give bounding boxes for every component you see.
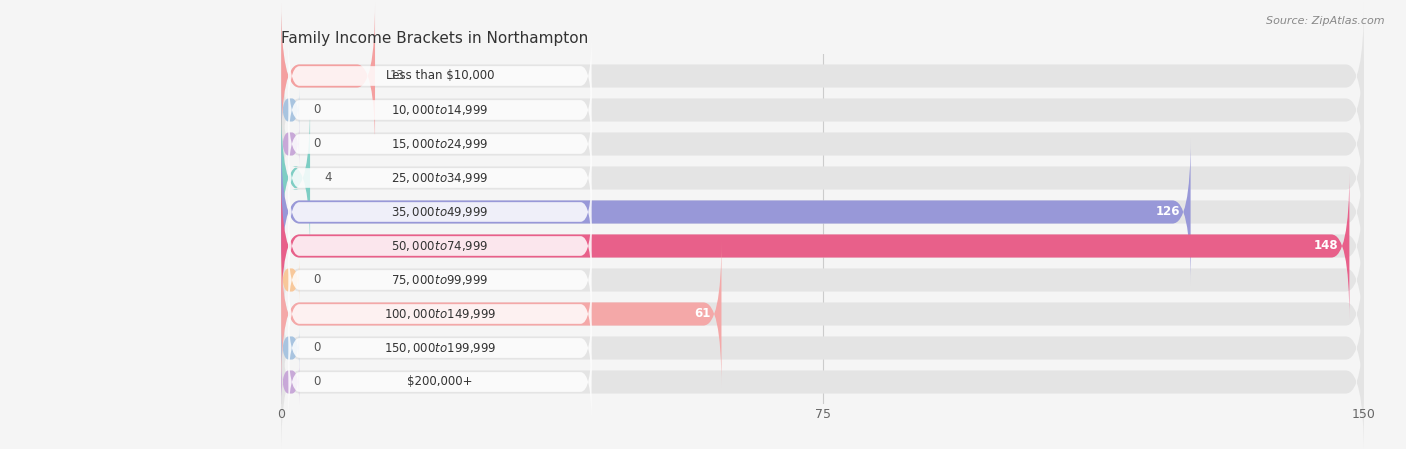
Text: $50,000 to $74,999: $50,000 to $74,999 (391, 239, 489, 253)
FancyBboxPatch shape (281, 241, 721, 387)
FancyBboxPatch shape (288, 171, 592, 253)
Text: Family Income Brackets in Northampton: Family Income Brackets in Northampton (281, 31, 589, 46)
FancyBboxPatch shape (281, 139, 1364, 286)
Text: $25,000 to $34,999: $25,000 to $34,999 (391, 171, 489, 185)
Text: 0: 0 (314, 103, 321, 116)
Text: 0: 0 (314, 375, 321, 388)
Text: $10,000 to $14,999: $10,000 to $14,999 (391, 103, 489, 117)
Text: Source: ZipAtlas.com: Source: ZipAtlas.com (1267, 16, 1385, 26)
FancyBboxPatch shape (281, 360, 299, 405)
FancyBboxPatch shape (288, 35, 592, 117)
FancyBboxPatch shape (281, 122, 299, 167)
Text: $150,000 to $199,999: $150,000 to $199,999 (384, 341, 496, 355)
FancyBboxPatch shape (281, 70, 1364, 217)
FancyBboxPatch shape (288, 103, 592, 185)
FancyBboxPatch shape (281, 88, 299, 132)
Text: $35,000 to $49,999: $35,000 to $49,999 (391, 205, 489, 219)
FancyBboxPatch shape (281, 258, 299, 303)
FancyBboxPatch shape (281, 241, 1364, 387)
FancyBboxPatch shape (288, 239, 592, 321)
Text: 0: 0 (314, 342, 321, 355)
FancyBboxPatch shape (281, 36, 1364, 184)
Text: 126: 126 (1156, 206, 1180, 219)
Text: 0: 0 (314, 273, 321, 286)
FancyBboxPatch shape (288, 137, 592, 219)
FancyBboxPatch shape (281, 274, 1364, 422)
FancyBboxPatch shape (281, 172, 1364, 319)
Text: 61: 61 (695, 308, 710, 321)
Text: 0: 0 (314, 137, 321, 150)
FancyBboxPatch shape (288, 205, 592, 287)
FancyBboxPatch shape (281, 105, 1364, 251)
Text: $100,000 to $149,999: $100,000 to $149,999 (384, 307, 496, 321)
FancyBboxPatch shape (281, 172, 1350, 319)
FancyBboxPatch shape (281, 3, 1364, 150)
Text: 148: 148 (1315, 239, 1339, 252)
FancyBboxPatch shape (288, 273, 592, 355)
Text: $75,000 to $99,999: $75,000 to $99,999 (391, 273, 489, 287)
FancyBboxPatch shape (281, 105, 311, 251)
FancyBboxPatch shape (288, 69, 592, 151)
Text: $200,000+: $200,000+ (408, 375, 472, 388)
FancyBboxPatch shape (281, 3, 375, 150)
Text: Less than $10,000: Less than $10,000 (385, 70, 495, 83)
Text: $15,000 to $24,999: $15,000 to $24,999 (391, 137, 489, 151)
FancyBboxPatch shape (288, 341, 592, 423)
FancyBboxPatch shape (281, 326, 299, 370)
FancyBboxPatch shape (281, 207, 1364, 353)
Text: 4: 4 (325, 172, 332, 185)
FancyBboxPatch shape (281, 308, 1364, 449)
FancyBboxPatch shape (288, 307, 592, 389)
Text: 13: 13 (389, 70, 405, 83)
FancyBboxPatch shape (281, 139, 1191, 286)
